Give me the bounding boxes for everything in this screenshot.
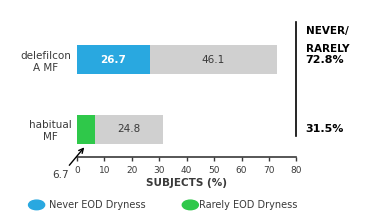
Text: 26.7: 26.7 <box>101 55 126 65</box>
Text: Never EOD Dryness: Never EOD Dryness <box>49 200 146 210</box>
Bar <box>77 45 150 75</box>
Text: 72.8%: 72.8% <box>306 55 344 65</box>
Bar <box>95 115 163 144</box>
Bar <box>77 115 95 144</box>
Text: 31.5%: 31.5% <box>306 124 344 134</box>
Text: NEVER/: NEVER/ <box>306 26 348 36</box>
Text: RARELY: RARELY <box>306 44 349 54</box>
Text: Rarely EOD Dryness: Rarely EOD Dryness <box>199 200 298 210</box>
Text: 46.1: 46.1 <box>202 55 225 65</box>
Text: 6.7: 6.7 <box>53 148 83 180</box>
Bar <box>150 45 277 75</box>
X-axis label: SUBJECTS (%): SUBJECTS (%) <box>146 178 227 188</box>
Text: 24.8: 24.8 <box>117 124 141 134</box>
